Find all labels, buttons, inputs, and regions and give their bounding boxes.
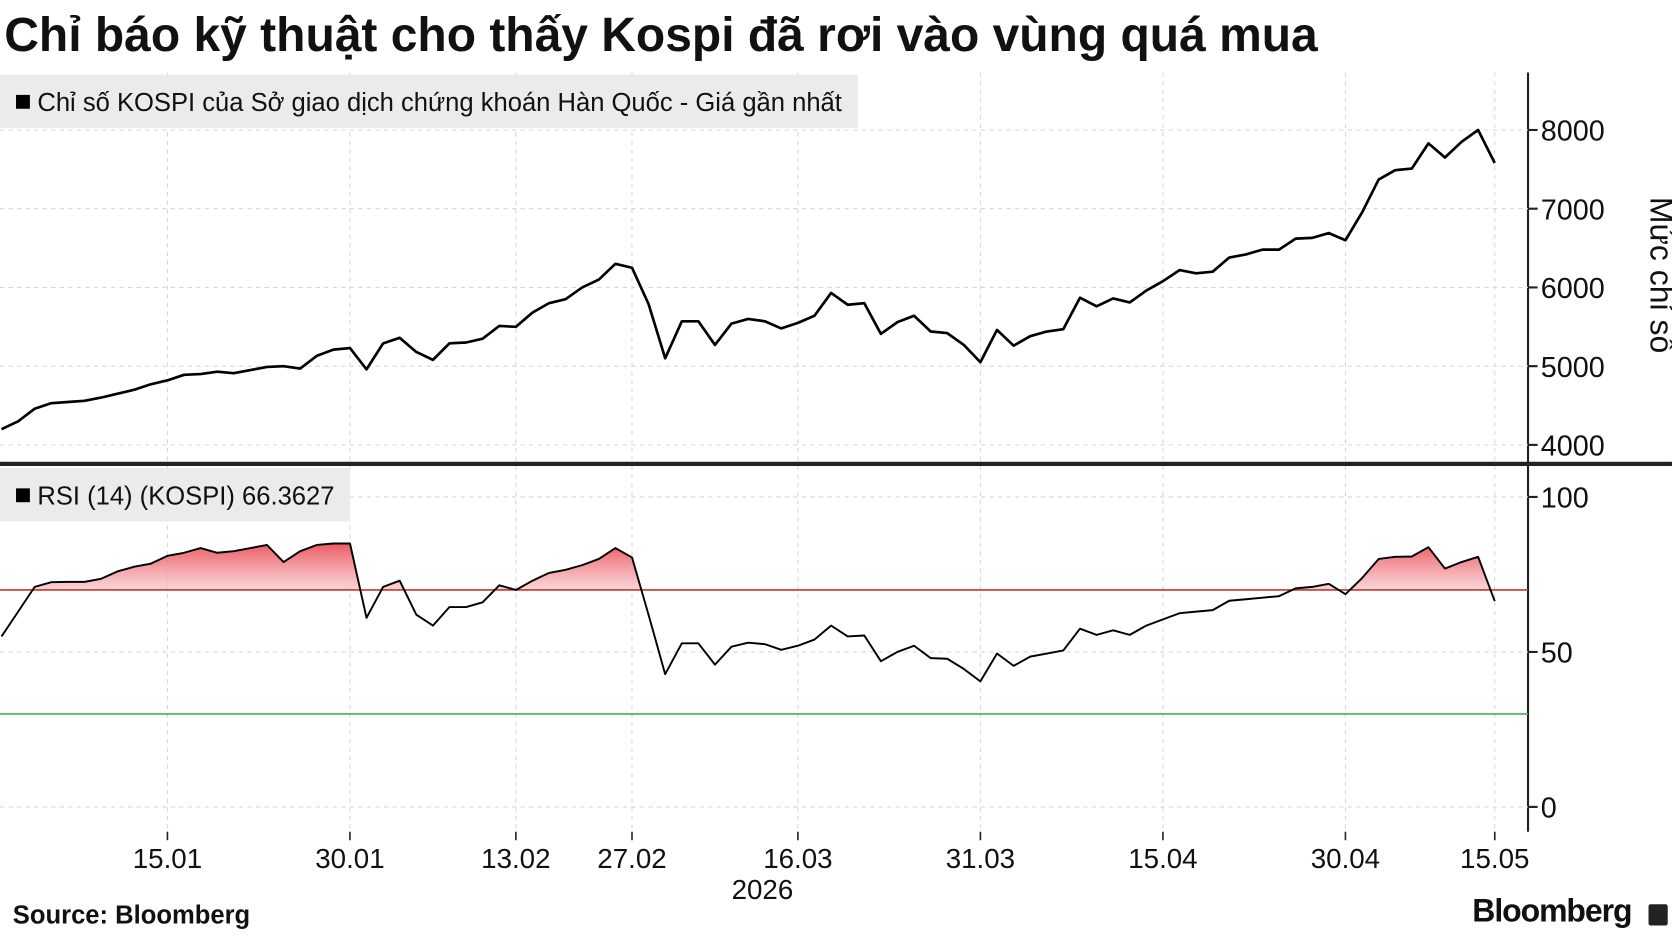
logo: Bloomberg: [1472, 892, 1631, 928]
y-tick-label: 7000: [1541, 194, 1605, 226]
plot-area: [0, 72, 1529, 832]
x-tick-label: 30.01: [315, 843, 384, 874]
y-tick-label: 0: [1541, 793, 1557, 825]
y-tick-label: 5000: [1541, 352, 1605, 384]
legend-label: Chỉ số KOSPI của Sở giao dịch chứng khoá…: [37, 89, 842, 117]
x-tick-label: 16.03: [763, 843, 832, 874]
y-tick-label: 100: [1541, 483, 1589, 515]
legend-box: [0, 468, 351, 522]
legend-box: [0, 74, 858, 128]
x-tick-label: 27.02: [597, 843, 666, 874]
logo-icon: [1648, 904, 1668, 926]
y-tick-label: 8000: [1541, 116, 1605, 148]
source: Source: Bloomberg: [13, 901, 250, 929]
x-axis-title: 2026: [732, 874, 794, 905]
series-line: [0, 542, 1496, 683]
overbought-area: [1, 543, 1495, 590]
legend-entry: RSI (14) (KOSPI) 66.3627: [37, 482, 334, 510]
x-tick-label: 31.03: [946, 843, 1015, 874]
y-tick-label: 50: [1541, 638, 1573, 670]
y-tick-label: 4000: [1541, 431, 1605, 463]
legend-swatch: [16, 488, 30, 503]
x-tick-label: 13.02: [481, 843, 550, 874]
x-tick-label: 30.04: [1311, 843, 1380, 874]
legend-entry: Chỉ số KOSPI của Sở giao dịch chứng khoá…: [37, 89, 842, 117]
x-tick-label: 15.04: [1128, 843, 1197, 874]
chart-title: Chỉ báo kỹ thuật cho thấy Kospi đã rơi v…: [4, 9, 1318, 62]
legend-value: 66.3627: [242, 482, 334, 510]
x-tick-label: 15.01: [133, 843, 202, 874]
legend-label: RSI (14) (KOSPI): [37, 482, 235, 510]
y-tick-label: 6000: [1541, 273, 1605, 305]
legend-swatch: [16, 94, 30, 109]
y-axis-title: Mức chỉ số: [1644, 197, 1672, 354]
series-line: [0, 128, 1496, 431]
x-tick-label: 15.05: [1460, 843, 1529, 874]
